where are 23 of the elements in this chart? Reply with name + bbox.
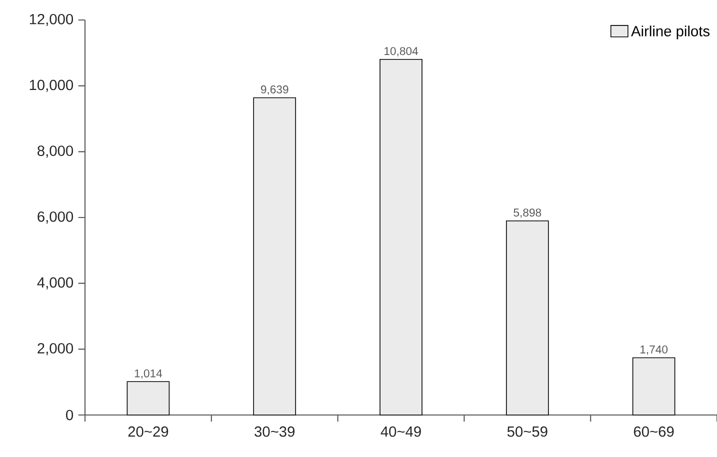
- bar: [632, 357, 676, 416]
- data-label: 1,740: [640, 345, 668, 355]
- y-tick-label: 4,000: [37, 277, 74, 290]
- y-tick-label: 2,000: [38, 343, 74, 356]
- bar: [506, 220, 549, 416]
- data-label: 10,804: [384, 47, 418, 56]
- y-tick-label: 6,000: [38, 211, 74, 224]
- data-label: 9,639: [260, 85, 288, 95]
- bar: [126, 381, 170, 416]
- x-tick-label: 20~29: [128, 426, 168, 437]
- data-label: 5,898: [514, 208, 542, 218]
- y-tick-label: 0: [66, 410, 74, 420]
- y-tick-label: 8,000: [38, 146, 74, 158]
- data-label: 1,014: [134, 369, 162, 379]
- x-tick-label: 60~69: [634, 426, 674, 437]
- bar: [253, 97, 296, 416]
- bar: [380, 58, 422, 416]
- y-tick-label: 10,000: [30, 80, 74, 92]
- x-tick-label: 40~49: [380, 426, 421, 437]
- x-tick-label: 50~59: [507, 426, 548, 437]
- y-tick-label: 12,000: [30, 14, 74, 26]
- legend-label: Airline pilots: [631, 26, 710, 40]
- x-tick-label: 30~39: [254, 426, 294, 437]
